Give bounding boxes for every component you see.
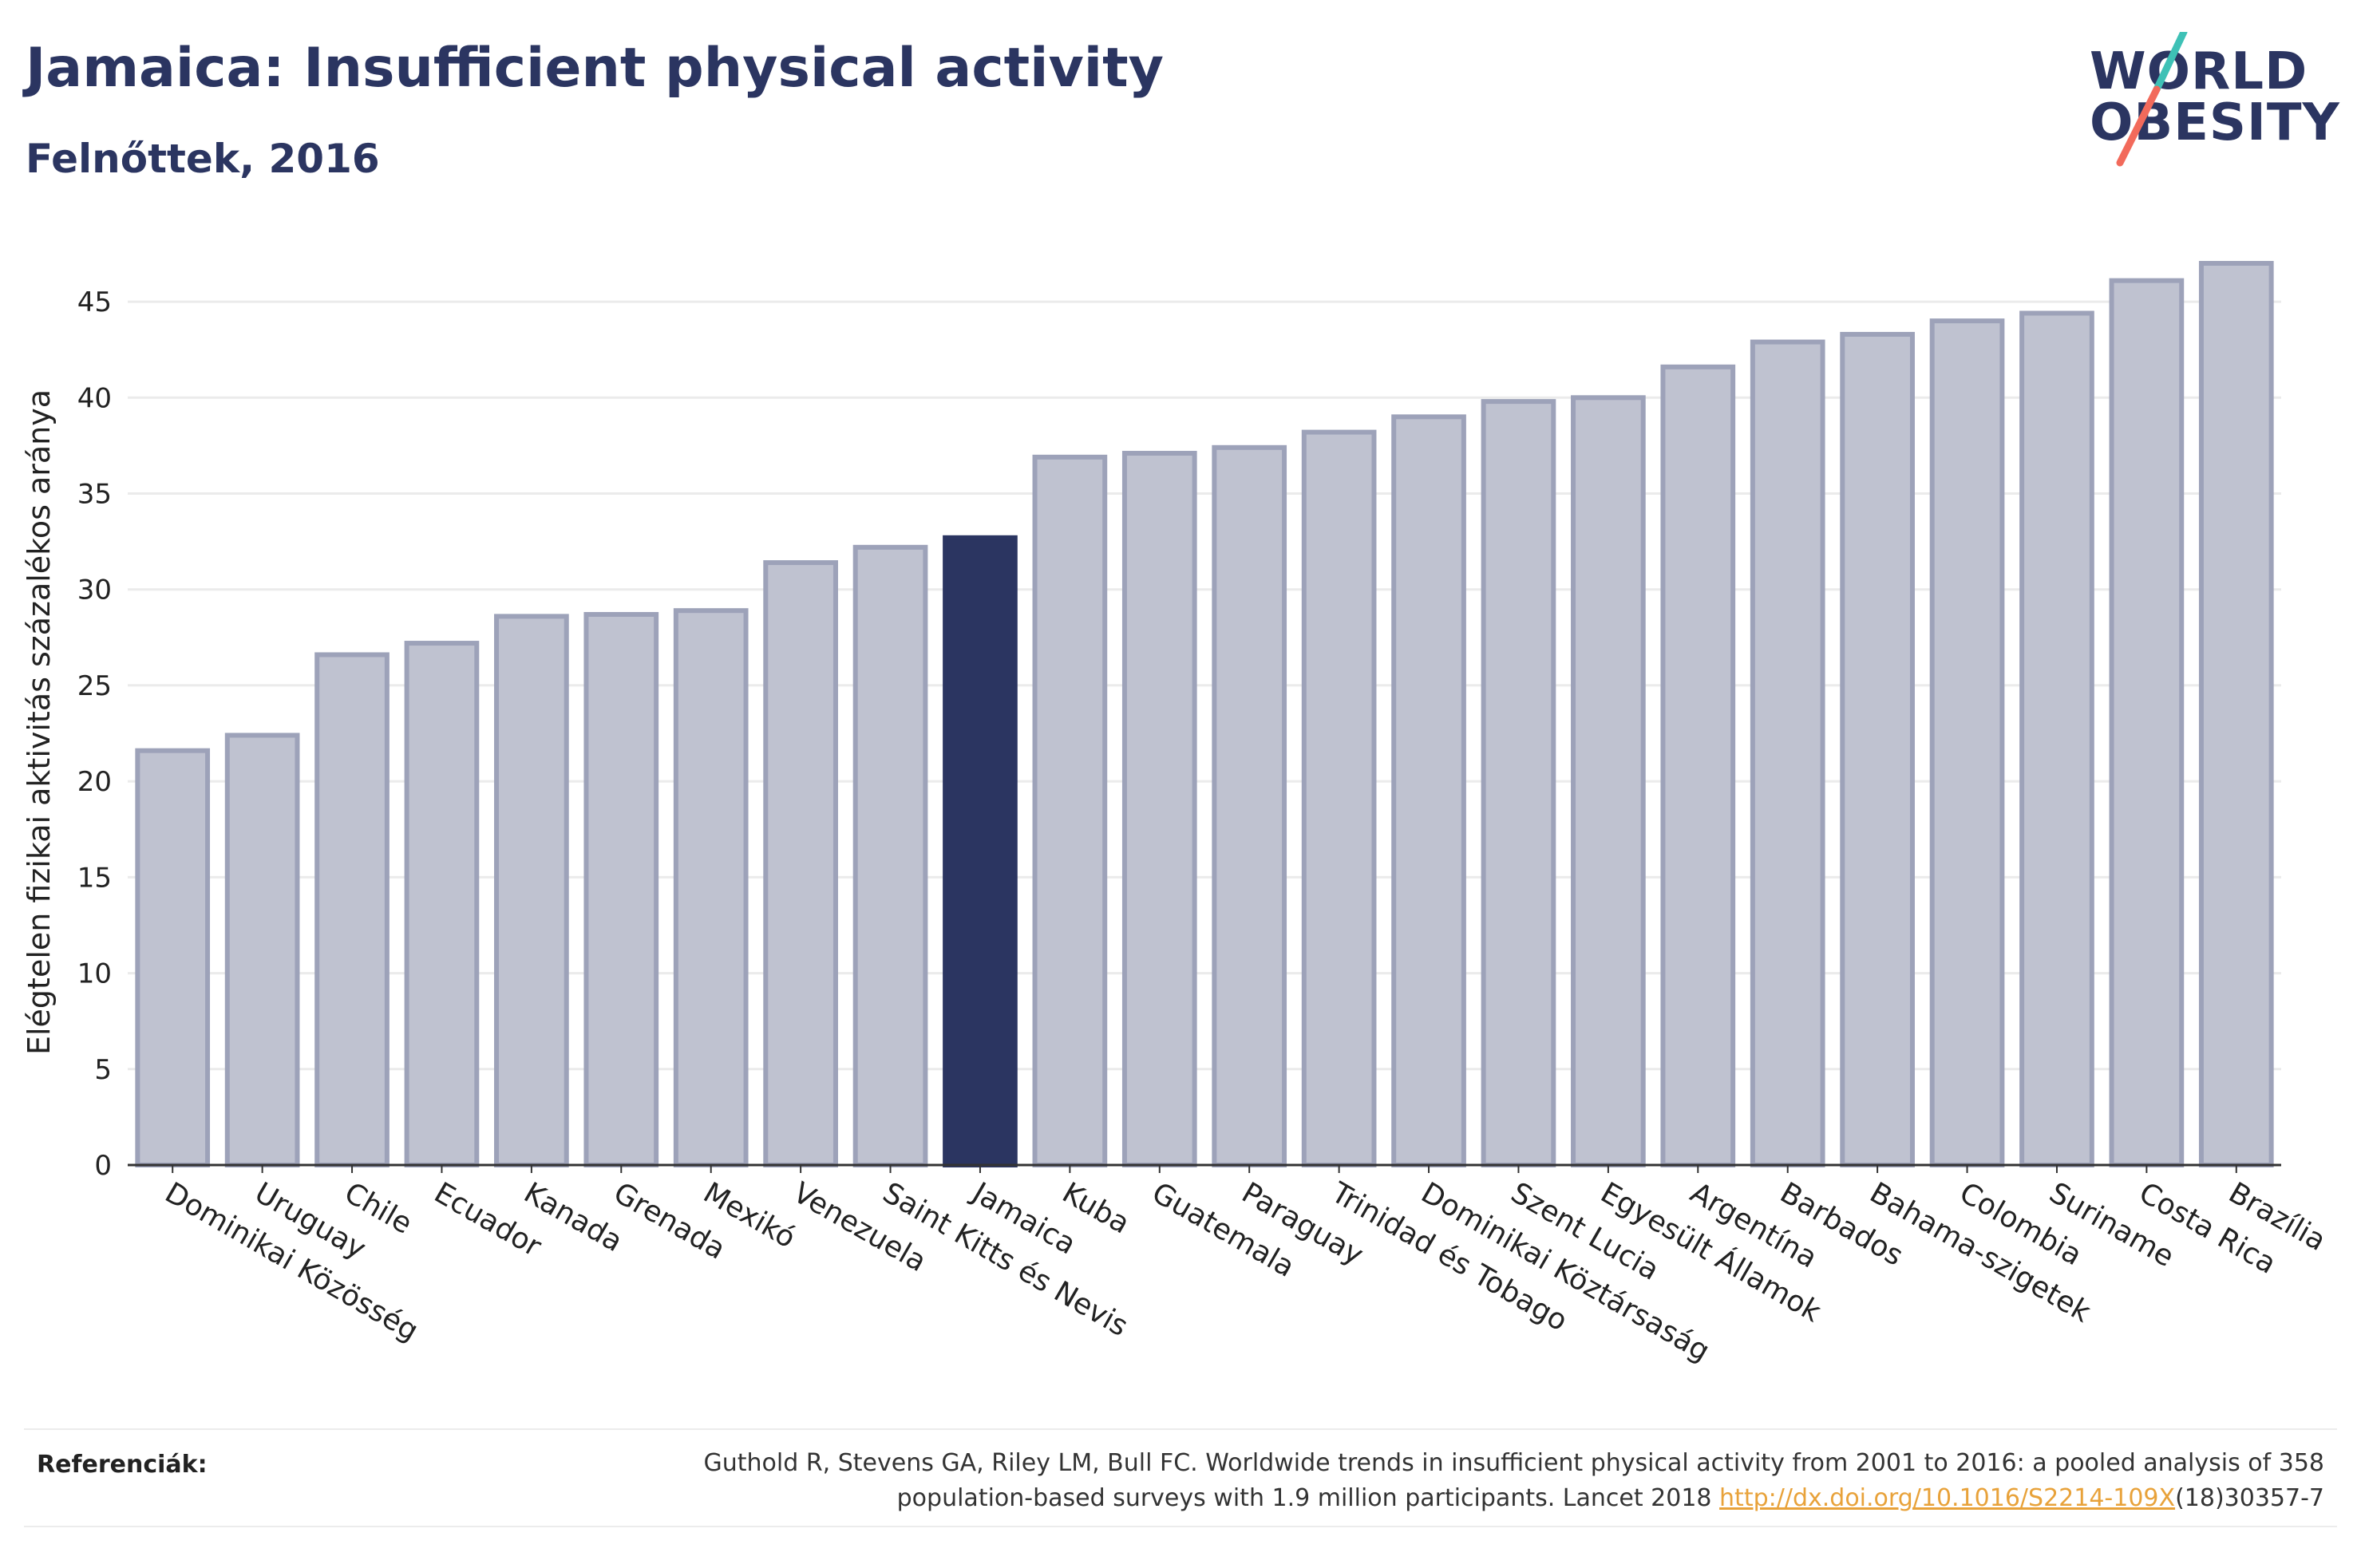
bar	[494, 614, 569, 1167]
references-top-rule	[24, 1428, 2337, 1430]
bar-highlight	[943, 535, 1018, 1167]
bar	[1929, 318, 2005, 1167]
references-text: Guthold R, Stevens GA, Riley LM, Bull FC…	[568, 1446, 2324, 1516]
y-tick-label: 10	[77, 958, 112, 990]
logo-slash-icon	[2116, 32, 2188, 167]
bar	[314, 652, 390, 1167]
bar	[2109, 278, 2185, 1167]
y-tick-label: 20	[77, 766, 112, 798]
y-tick-label: 0	[94, 1150, 112, 1182]
bar	[673, 608, 749, 1167]
chart-title: Jamaica: Insufficient physical activity	[26, 37, 1164, 100]
bar	[1840, 331, 1915, 1168]
world-obesity-logo: WORLD OBESITY	[2083, 32, 2347, 176]
logo-line-1: WORLD	[2090, 42, 2308, 101]
bar	[1750, 339, 1825, 1167]
bar-chart: 0 5 10 15 20 25 30 35 40 45 Dominikai KözösségUru…	[22, 261, 2331, 1369]
bar	[1391, 414, 1466, 1167]
bar	[1032, 454, 1108, 1167]
reference-line-2-end: (18)30357-7	[2175, 1484, 2324, 1512]
y-axis-title: Elégtelen fizikai aktivitás százalékos a…	[22, 389, 57, 1055]
bar	[2019, 310, 2094, 1168]
references-label: Referenciák:	[37, 1451, 208, 1479]
bar	[2198, 261, 2274, 1167]
y-tick-label: 5	[94, 1054, 112, 1086]
bar	[1121, 451, 1197, 1167]
bar	[1301, 429, 1377, 1167]
bar	[135, 748, 211, 1167]
reference-line-2-start: population-based surveys with 1.9 millio…	[896, 1484, 1720, 1512]
reference-line-2: population-based surveys with 1.9 millio…	[568, 1481, 2324, 1516]
y-tick-label: 45	[77, 286, 112, 318]
bar	[1571, 395, 1646, 1168]
bar	[583, 611, 659, 1167]
y-tick-label: 40	[77, 382, 112, 414]
chart-subtitle: Felnőttek, 2016	[26, 136, 380, 182]
references-bottom-rule	[24, 1526, 2337, 1527]
bar	[1212, 444, 1287, 1167]
y-tick-label: 25	[77, 670, 112, 702]
y-tick-label: 35	[77, 479, 112, 511]
bar	[1481, 399, 1556, 1167]
axes: 0 5 10 15 20 25 30 35 40 45	[77, 286, 2281, 1182]
y-tick-label: 15	[77, 862, 112, 894]
bar	[404, 641, 480, 1167]
bar	[224, 733, 300, 1167]
bar	[852, 544, 928, 1167]
y-tick-label: 30	[77, 575, 112, 606]
doi-link[interactable]: http://dx.doi.org/10.1016/S2214-109X	[1719, 1484, 2176, 1512]
bar	[1660, 364, 1736, 1167]
reference-line-1: Guthold R, Stevens GA, Riley LM, Bull FC…	[703, 1449, 2324, 1477]
bar	[763, 560, 838, 1167]
